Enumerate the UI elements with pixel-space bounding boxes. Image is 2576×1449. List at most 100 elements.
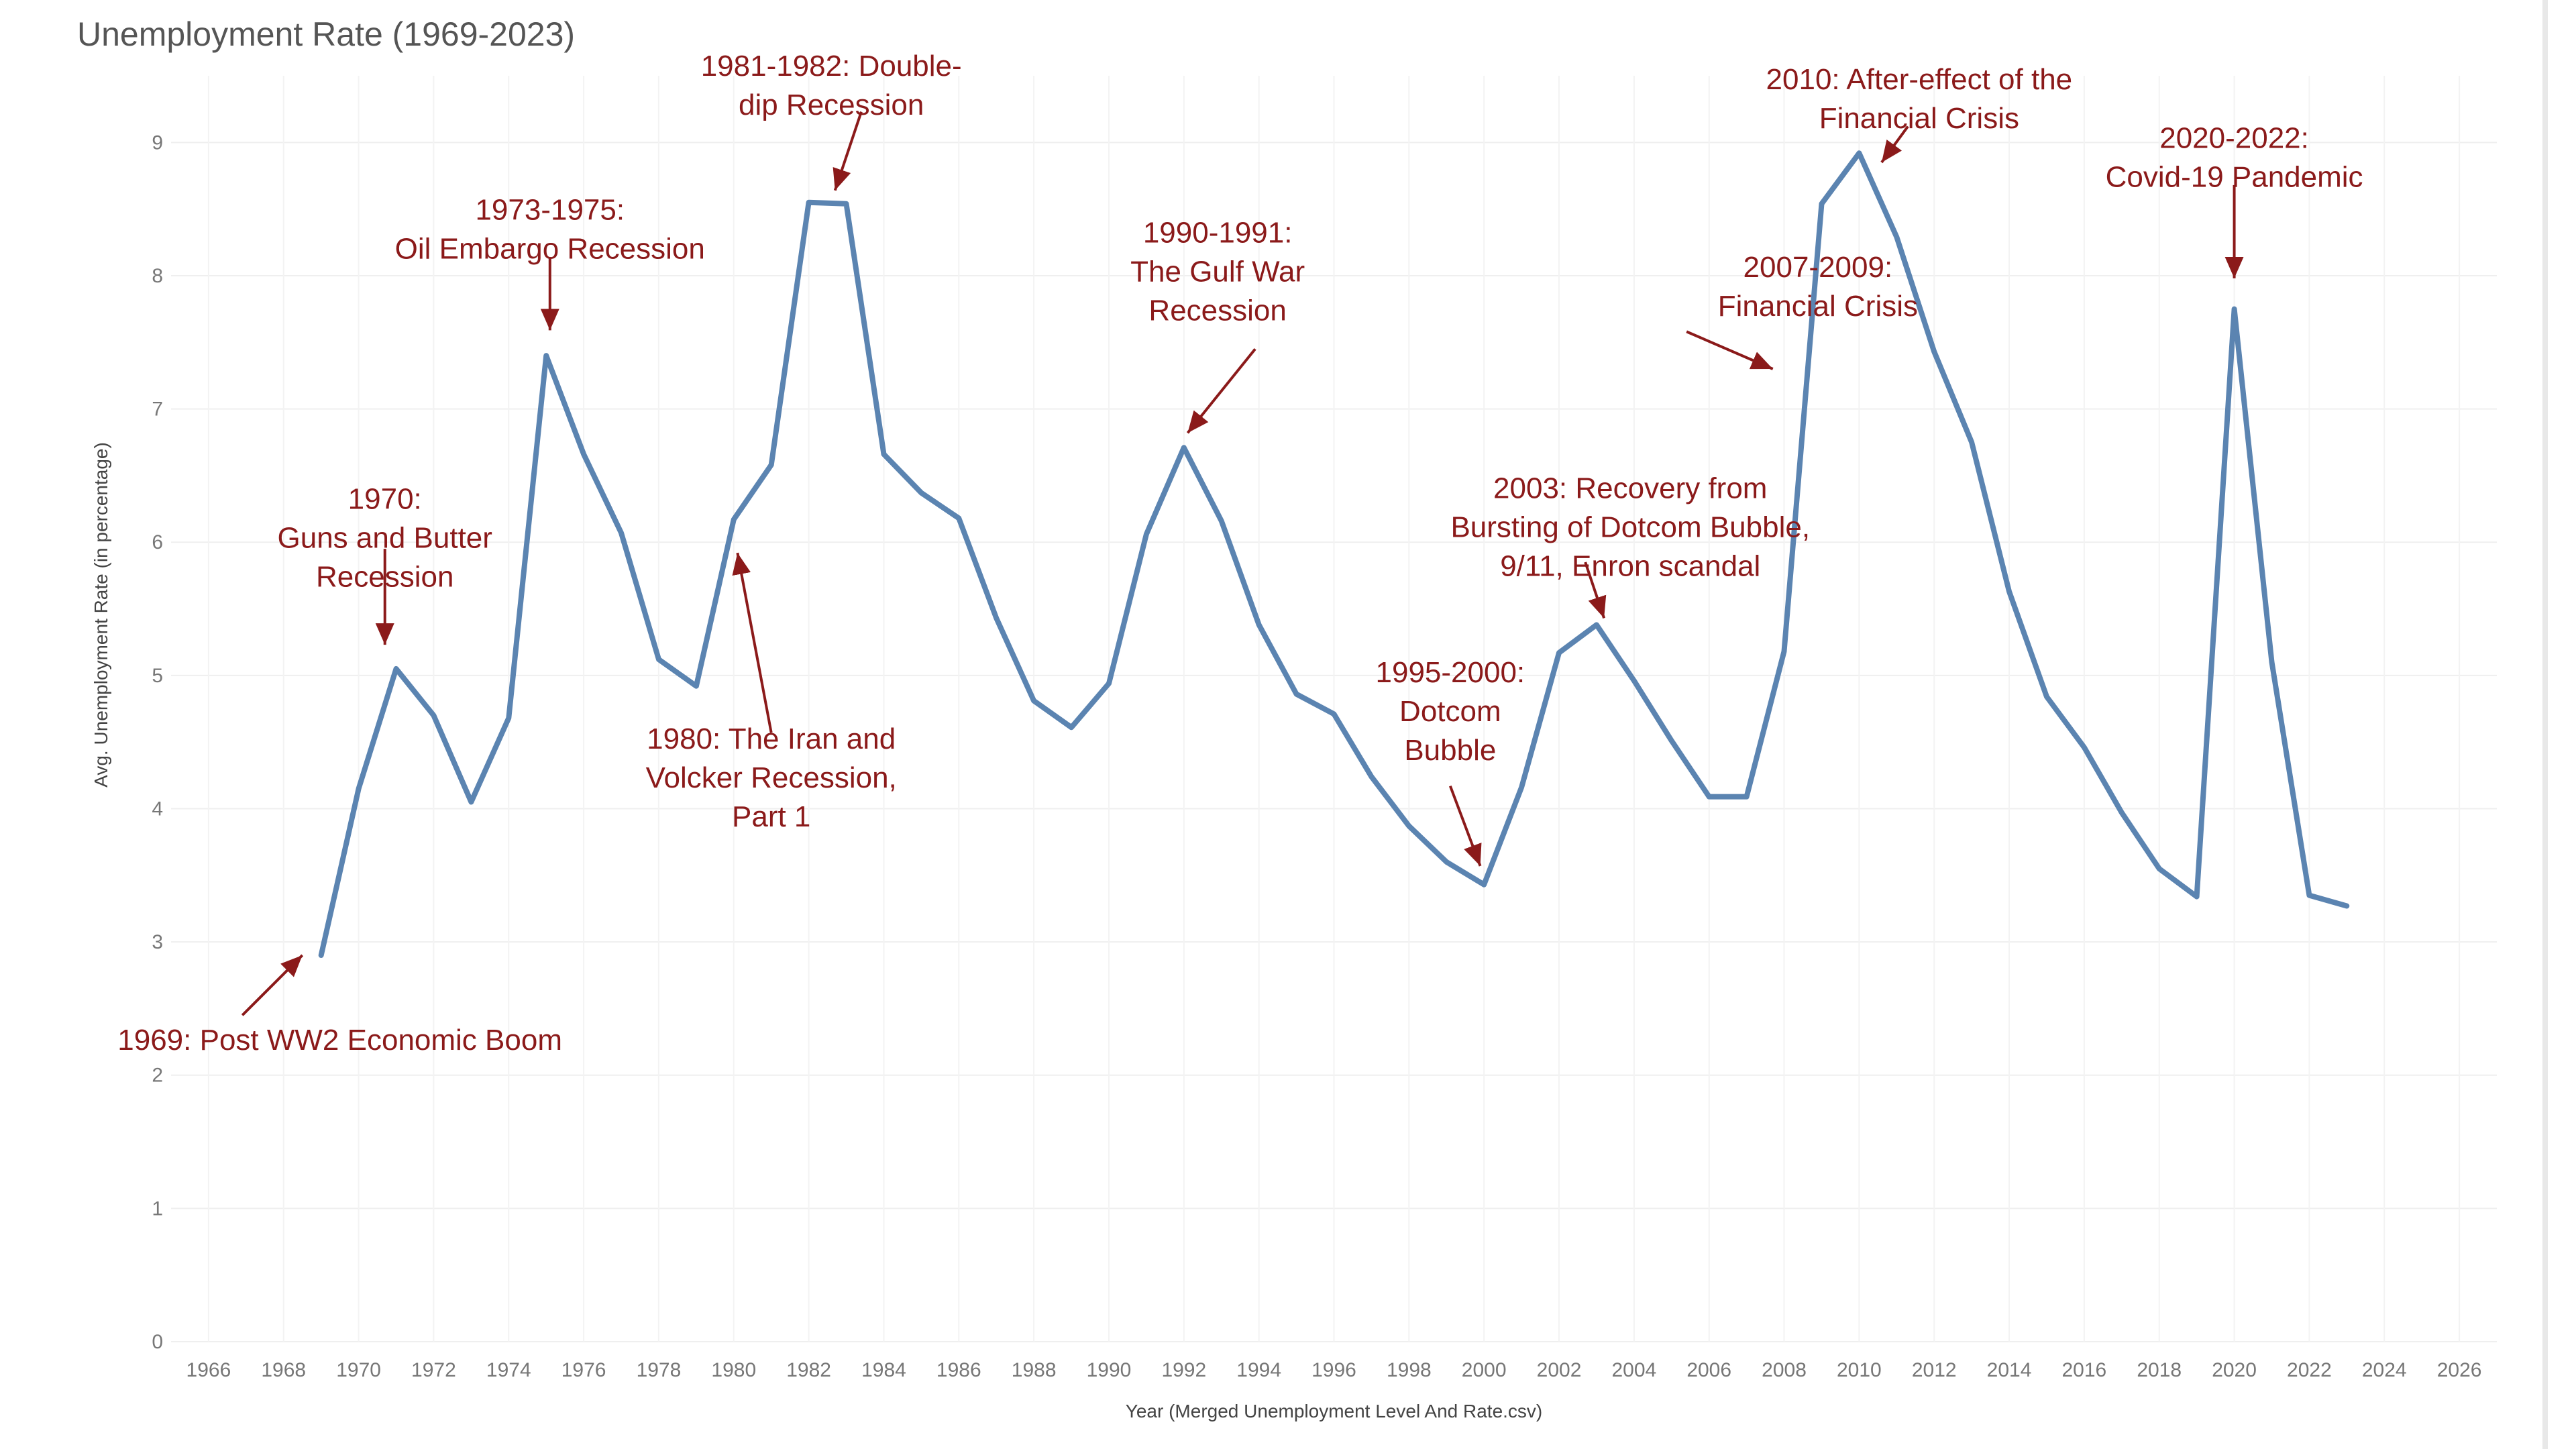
x-tick-label: 2008 [1762, 1359, 1807, 1381]
data-point [1183, 447, 1185, 448]
data-point [1258, 624, 1260, 625]
data-point [658, 659, 659, 660]
data-point [1071, 727, 1072, 728]
data-point [1709, 796, 1710, 798]
annotation-text: dip Recession [739, 89, 924, 121]
x-tick-label: 1978 [637, 1359, 682, 1381]
data-point [2008, 591, 2010, 592]
y-tick-label: 9 [152, 131, 163, 154]
window-edge-divider [2542, 0, 2548, 1449]
data-point [846, 203, 847, 205]
data-point [321, 955, 322, 956]
grid [171, 76, 2497, 1342]
annotation-text: Bubble [1404, 734, 1496, 767]
data-point [621, 532, 622, 533]
annotation-arrow [1448, 786, 1482, 867]
data-point [396, 668, 397, 669]
data-point [1408, 825, 1409, 826]
data-point [883, 453, 884, 455]
data-point [2271, 661, 2272, 663]
x-tick-label: 1970 [336, 1359, 381, 1381]
annotation: 1973-1975:Oil Embargo Recession [395, 194, 705, 331]
series [318, 150, 2350, 958]
annotation: 1981-1982: Double-dip Recession [701, 50, 962, 191]
annotations: 1969: Post WW2 Economic Boom 1970:Guns an… [117, 50, 2363, 1057]
y-tick-label: 6 [152, 531, 163, 553]
data-point [2196, 896, 2198, 898]
data-point [508, 717, 509, 718]
data-point [470, 802, 472, 803]
data-point [1558, 652, 1560, 653]
data-point [1821, 203, 1822, 205]
data-point [1858, 152, 1860, 154]
data-point [1746, 796, 1748, 798]
data-point [1896, 236, 1897, 237]
x-tick-label: 2010 [1837, 1359, 1882, 1381]
annotation-arrow [1880, 125, 1909, 164]
annotation-text: 9/11, Enron scandal [1500, 550, 1760, 583]
data-point [2346, 905, 2347, 906]
data-point [733, 519, 735, 520]
annotation-text: 1990-1991: [1143, 216, 1293, 249]
annotation-text: 2007-2009: [1743, 251, 1893, 284]
data-point [1633, 680, 1635, 682]
x-tick-label: 1982 [786, 1359, 831, 1381]
data-point [1221, 520, 1222, 521]
annotation-text: 1995-2000: [1376, 656, 1525, 689]
data-point [1784, 651, 1785, 652]
annotation-text: Financial Crisis [1819, 102, 2019, 135]
x-axis-title: Year (Merged Unemployment Level And Rate… [1126, 1401, 1543, 1421]
annotation: 2020-2022:Covid-19 Pandemic [2106, 121, 2363, 278]
x-tick-label: 1998 [1387, 1359, 1432, 1381]
annotation: 2007-2009: Financial Crisis [1686, 251, 1918, 370]
data-point [545, 355, 547, 356]
x-tick-label: 1988 [1012, 1359, 1057, 1381]
data-point [1146, 533, 1147, 535]
x-tick-label: 2024 [2362, 1359, 2407, 1381]
annotation-text: 2020-2022: [2159, 121, 2309, 154]
x-tick-label: 2004 [1611, 1359, 1656, 1381]
x-tick-label: 1972 [411, 1359, 456, 1381]
x-tick-label: 1996 [1311, 1359, 1356, 1381]
annotation-text: The Gulf War [1130, 255, 1305, 288]
annotation-arrow [833, 111, 863, 191]
annotation: 2003: Recovery from Bursting of Dotcom Bu… [1450, 472, 1810, 619]
x-tick-label: 2000 [1462, 1359, 1507, 1381]
data-point [1483, 884, 1485, 885]
x-tick-label: 2026 [2437, 1359, 2482, 1381]
data-point [1296, 694, 1297, 695]
y-tick-label: 7 [152, 398, 163, 421]
x-tick-label: 1994 [1236, 1359, 1281, 1381]
y-axis-title: Avg. Unemployment Rate (in percentage) [91, 442, 111, 788]
x-tick-label: 1968 [261, 1359, 306, 1381]
annotation-text: 1973-1975: [475, 194, 625, 227]
data-point [1521, 787, 1522, 788]
annotation-text: 1981-1982: Double- [701, 50, 962, 83]
data-point [2159, 868, 2160, 869]
annotation: 1969: Post WW2 Economic Boom [117, 954, 562, 1057]
x-tick-label: 2018 [2137, 1359, 2182, 1381]
annotation-arrow [1686, 330, 1774, 370]
y-tick-label: 5 [152, 665, 163, 687]
data-point [433, 714, 434, 716]
chart-title: Unemployment Rate (1969-2023) [77, 15, 576, 53]
x-tick-label: 2016 [2062, 1359, 2107, 1381]
y-tick-label: 8 [152, 265, 163, 287]
annotation: 1990-1991: The Gulf War Recession [1130, 216, 1305, 434]
x-tick-label: 1990 [1087, 1359, 1132, 1381]
data-point [2046, 696, 2047, 698]
x-tick-label: 1976 [561, 1359, 606, 1381]
annotation-text: 2010: After-effect of the [1766, 63, 2073, 96]
data-point [696, 686, 697, 687]
x-tick-label: 2014 [1987, 1359, 2032, 1381]
annotation-text: Bursting of Dotcom Bubble, [1450, 511, 1810, 544]
data-point [1933, 351, 1935, 352]
data-point [2234, 309, 2235, 310]
x-tick-label: 1966 [186, 1359, 231, 1381]
y-tick-label: 3 [152, 931, 163, 953]
annotation-text: 1970: [348, 483, 422, 516]
data-point [1108, 683, 1110, 684]
x-tick-label: 1974 [486, 1359, 531, 1381]
annotation-text: Volcker Recession, [646, 761, 897, 794]
